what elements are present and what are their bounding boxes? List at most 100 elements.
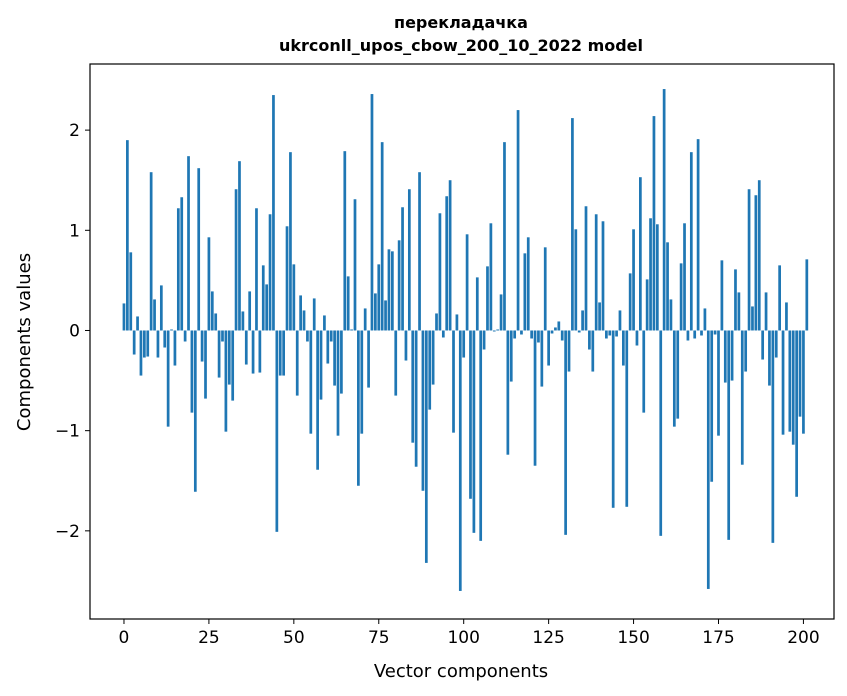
y-axis-ticks: −2 −1 0 1 2	[55, 121, 90, 542]
bar	[564, 330, 567, 535]
bar	[129, 252, 133, 331]
bar	[649, 218, 652, 331]
bar	[615, 330, 618, 337]
bar	[143, 330, 146, 358]
bar	[438, 213, 442, 331]
bar	[132, 330, 136, 355]
bar	[166, 330, 170, 427]
bar	[146, 330, 150, 357]
bar	[126, 140, 129, 331]
y-tick-label: −1	[55, 422, 80, 442]
bar	[234, 189, 238, 331]
bar	[319, 330, 323, 400]
bar	[173, 330, 177, 366]
bar	[601, 221, 605, 331]
bar	[659, 330, 663, 536]
bar	[190, 330, 194, 413]
x-axis-ticks: 0 25 50 75 100 125 150 175 200	[119, 619, 820, 648]
bar	[594, 214, 598, 331]
bar	[622, 330, 625, 366]
bar	[387, 249, 391, 331]
bar	[526, 237, 530, 331]
bar	[713, 330, 717, 335]
bar	[730, 330, 734, 381]
bar	[197, 168, 201, 331]
bar	[506, 330, 510, 455]
bar	[703, 308, 707, 331]
x-axis-label: Vector components	[374, 661, 548, 682]
bar	[706, 330, 710, 589]
bar	[618, 310, 622, 331]
bar	[560, 330, 564, 341]
bar	[204, 330, 207, 399]
bar	[710, 330, 714, 482]
bar	[384, 300, 387, 331]
bar	[605, 330, 608, 339]
bar	[329, 330, 333, 342]
bar	[486, 266, 489, 331]
bar	[720, 260, 724, 331]
bar	[802, 330, 805, 434]
bar	[193, 330, 197, 492]
bar	[346, 276, 350, 331]
bar	[397, 240, 401, 331]
bar	[581, 310, 584, 331]
bar	[751, 306, 754, 331]
bar	[340, 330, 343, 394]
bar	[530, 330, 533, 339]
bar	[374, 293, 377, 331]
x-tick-label: 125	[532, 628, 564, 648]
bar	[156, 330, 160, 358]
bar	[282, 330, 285, 376]
bar	[221, 330, 224, 342]
bar	[588, 330, 591, 350]
bar	[258, 330, 262, 373]
bar	[499, 294, 503, 331]
bar	[791, 330, 795, 445]
bar	[224, 330, 228, 432]
bar	[231, 330, 235, 401]
bar	[187, 156, 190, 331]
bar	[469, 330, 472, 499]
bar	[577, 330, 581, 333]
bar	[462, 330, 466, 358]
bar	[227, 330, 231, 385]
bar	[509, 330, 513, 382]
bar	[747, 189, 751, 331]
bar	[727, 330, 731, 540]
bar	[251, 330, 255, 374]
bar	[391, 251, 394, 331]
bar	[261, 265, 265, 331]
bar	[632, 229, 635, 331]
bar	[316, 330, 319, 470]
bar	[272, 95, 275, 331]
bar	[689, 152, 693, 331]
bar	[672, 330, 676, 427]
bar	[285, 226, 289, 331]
bar	[278, 330, 282, 376]
bar	[717, 330, 720, 436]
bar	[275, 330, 279, 532]
x-tick-label: 175	[702, 628, 734, 648]
bar	[734, 269, 737, 331]
bar	[496, 329, 500, 331]
bar	[516, 110, 520, 331]
bar	[479, 330, 483, 541]
bar	[554, 327, 557, 331]
bar	[574, 229, 578, 331]
bar	[666, 242, 669, 331]
bar	[170, 329, 173, 331]
bar	[207, 237, 211, 331]
bar	[523, 253, 527, 331]
bar	[639, 177, 642, 331]
bar	[363, 308, 367, 331]
bar	[200, 330, 204, 362]
bar	[424, 330, 428, 563]
bar	[642, 330, 646, 413]
bar	[550, 330, 554, 334]
bar	[404, 330, 408, 361]
bar	[312, 298, 316, 331]
bar	[625, 330, 629, 507]
bar	[306, 330, 309, 342]
